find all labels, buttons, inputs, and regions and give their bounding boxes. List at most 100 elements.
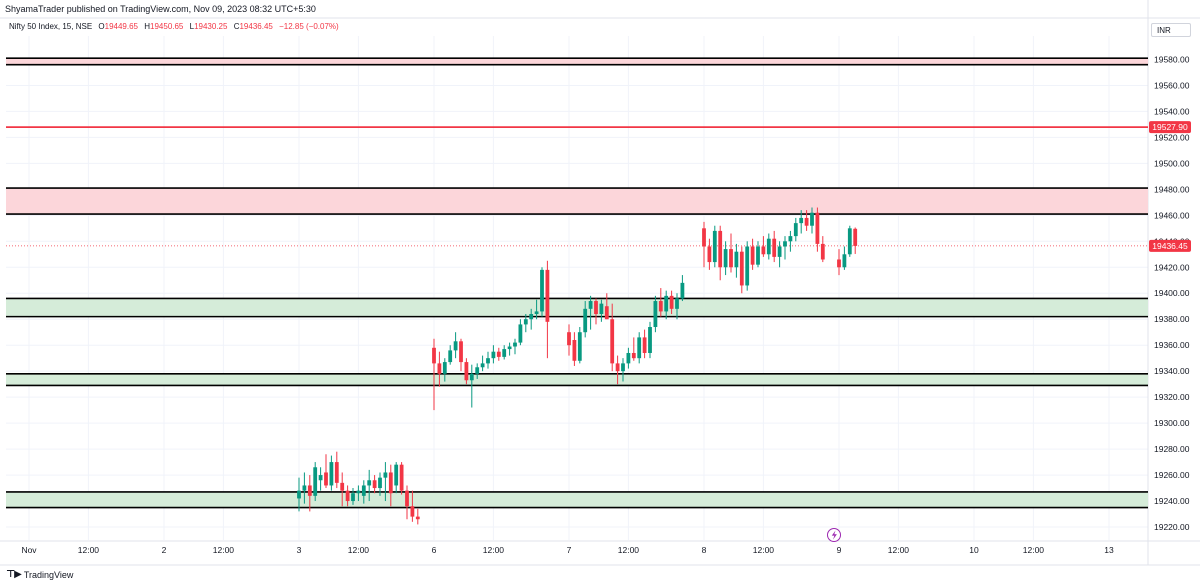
time-tick-label: 9: [837, 545, 842, 555]
candle-body: [486, 358, 490, 364]
time-tick-label: 2: [162, 545, 167, 555]
price-tick-label: 19220.00: [1154, 522, 1190, 532]
candle-body: [756, 246, 760, 265]
candle-body: [837, 259, 841, 268]
time-tick-label: 12:00: [753, 545, 775, 555]
candle-body: [680, 282, 685, 299]
candle-body: [318, 475, 323, 481]
candle: [766, 233, 771, 260]
candle: [842, 246, 847, 270]
candle: [804, 210, 809, 231]
low-key: L: [189, 22, 195, 31]
candle: [324, 454, 328, 489]
candle: [507, 342, 512, 356]
zone-layer: [6, 57, 1148, 509]
candle: [621, 358, 625, 382]
support-zone: [6, 491, 1148, 508]
candle: [491, 345, 496, 364]
lightning-icon[interactable]: [827, 528, 841, 542]
candle: [372, 475, 377, 494]
price-tick-label: 19400.00: [1154, 288, 1190, 298]
candle-body: [804, 217, 809, 226]
candle-body: [810, 212, 814, 226]
brand-text: TradingView: [23, 569, 74, 580]
candle-layer: [297, 207, 858, 525]
candle-body: [496, 351, 501, 357]
candle: [761, 236, 766, 257]
candle: [745, 241, 750, 291]
candle-body: [739, 251, 744, 286]
candle: [642, 329, 647, 359]
time-tick-label: 12:00: [213, 545, 235, 555]
candle-body: [788, 236, 793, 242]
candle: [496, 347, 501, 361]
candle: [394, 462, 399, 494]
candle-body: [534, 311, 539, 315]
footer: ⊤▶ TradingView: [0, 565, 1200, 584]
high-value: 19450.65: [150, 22, 184, 31]
candle: [442, 358, 447, 382]
candle: [729, 233, 733, 273]
candle-body: [631, 352, 636, 359]
candle-body: [459, 341, 463, 363]
candle-body: [529, 314, 534, 320]
price-tick-label: 19260.00: [1154, 470, 1190, 480]
time-tick-label: 3: [297, 545, 302, 555]
candle: [599, 299, 604, 322]
candle: [734, 243, 739, 278]
candle-body: [637, 337, 642, 359]
candle: [361, 480, 366, 504]
candle: [302, 472, 307, 504]
candle-body: [518, 324, 523, 343]
candle: [486, 351, 490, 369]
time-tick-label: 6: [432, 545, 437, 555]
candle-body: [664, 295, 669, 312]
candle-body: [772, 238, 777, 257]
candle: [318, 467, 323, 491]
candle: [480, 355, 485, 372]
price-tick-label: 19240.00: [1154, 496, 1190, 506]
price-axis-label-bg: [1149, 121, 1191, 134]
price-label-layer: 19527.90 19436.45: [1149, 121, 1191, 252]
candle: [577, 327, 582, 364]
candle-body: [351, 493, 355, 502]
candle-body: [356, 490, 361, 494]
candle-body: [464, 362, 469, 381]
candle: [631, 337, 636, 361]
candle: [610, 303, 615, 372]
candle: [329, 455, 334, 491]
time-tick-label: 10: [969, 545, 979, 555]
candle-body: [491, 351, 496, 359]
candle: [594, 298, 598, 325]
candle: [518, 319, 523, 346]
candle-body: [734, 251, 739, 268]
tradingview-logo[interactable]: ⊤▶ TradingView: [6, 569, 73, 580]
candle-body: [307, 485, 312, 496]
candle: [707, 238, 712, 270]
open-key: O: [98, 22, 105, 31]
change-value: −12.85 (−0.07%): [279, 22, 339, 31]
candle: [313, 462, 318, 502]
support-zone: [6, 373, 1148, 386]
price-tick-label: 19560.00: [1154, 80, 1190, 90]
candle-body: [820, 243, 825, 260]
currency-button[interactable]: INR: [1151, 23, 1191, 37]
candle-body: [761, 246, 766, 255]
candle-body: [712, 230, 717, 263]
candle: [664, 290, 669, 320]
candle-body: [388, 472, 393, 494]
symbol-label[interactable]: Nifty 50 Index, 15, NSE: [9, 22, 93, 31]
candle: [297, 477, 301, 512]
candle: [453, 332, 458, 359]
candle-body: [361, 485, 366, 496]
candle-body: [475, 367, 480, 374]
candle: [388, 464, 393, 507]
candle: [669, 290, 674, 315]
candle: [637, 332, 642, 364]
candle-body: [513, 342, 517, 347]
candle: [502, 345, 507, 360]
candle: [588, 295, 593, 330]
time-axis: Nov 12:00 2 12:00 3 12:00 6 12:00 7 12:00 8 12:00 9 1…: [21, 545, 1114, 555]
candle-body: [842, 254, 847, 268]
